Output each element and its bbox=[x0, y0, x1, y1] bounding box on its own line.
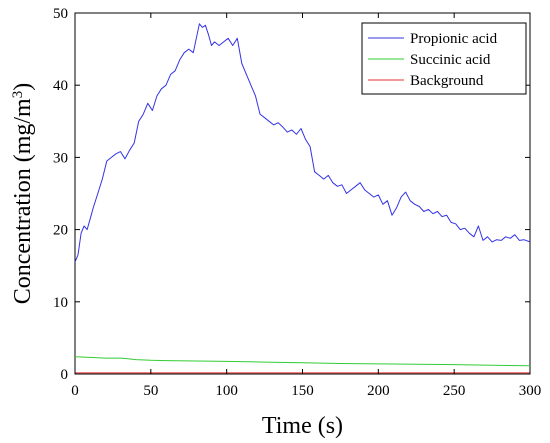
x-tick-label: 50 bbox=[143, 383, 158, 399]
y-tick-label: 50 bbox=[53, 6, 68, 22]
legend-label: Propionic acid bbox=[410, 31, 498, 47]
x-tick-label: 300 bbox=[519, 383, 542, 399]
y-tick-label: 40 bbox=[53, 78, 68, 94]
y-axis-label-superscript: 3 bbox=[10, 91, 26, 99]
y-tick-label: 30 bbox=[53, 150, 68, 166]
series-line-succinic-acid bbox=[74, 356, 531, 367]
x-tick-label: 250 bbox=[443, 383, 466, 399]
legend: Propionic acid Succinic acid Background bbox=[361, 22, 527, 95]
x-tick-label: 200 bbox=[367, 383, 390, 399]
y-axis-label-main: Concentration (mg/m bbox=[10, 98, 36, 304]
x-tick-label: 0 bbox=[71, 383, 79, 399]
x-tick-label: 100 bbox=[215, 383, 238, 399]
y-axis-ticks: 0 10 20 30 40 50 bbox=[53, 6, 530, 383]
x-axis-label: Time (s) bbox=[262, 413, 343, 439]
legend-label: Background bbox=[410, 73, 484, 89]
x-tick-label: 150 bbox=[291, 383, 314, 399]
legend-label: Succinic acid bbox=[410, 52, 491, 68]
y-tick-label: 0 bbox=[61, 367, 69, 383]
series-line-propionic-acid bbox=[74, 23, 531, 263]
y-axis-label: Concentration (mg/m3) bbox=[10, 83, 36, 304]
x-axis-ticks: 0 50 100 150 200 250 300 bbox=[71, 13, 541, 399]
y-axis-label-close: ) bbox=[10, 83, 36, 91]
y-tick-label: 10 bbox=[53, 295, 68, 311]
y-tick-label: 20 bbox=[53, 223, 68, 239]
